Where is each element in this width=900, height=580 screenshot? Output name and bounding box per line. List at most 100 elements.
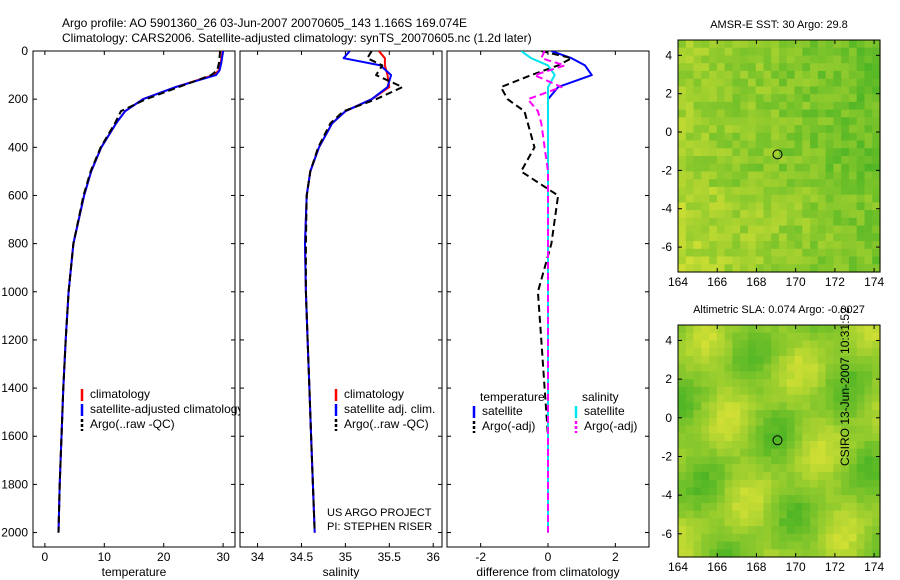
map-cell — [810, 332, 819, 341]
map-cell — [701, 117, 710, 126]
map-cell — [732, 125, 741, 134]
map-cell — [817, 456, 827, 465]
map-cell — [693, 487, 702, 496]
map-cell — [848, 225, 858, 234]
map-cell — [802, 148, 811, 157]
map-cell — [716, 533, 726, 543]
map-cell — [786, 549, 796, 558]
x-tick-label: 168 — [746, 275, 766, 289]
map-cell — [716, 363, 726, 372]
map-cell — [763, 179, 772, 188]
map-cell — [841, 125, 850, 134]
map-cell — [856, 456, 866, 465]
map-cell — [685, 179, 695, 188]
map-cell — [794, 40, 803, 49]
map-cell — [771, 379, 780, 388]
map-cell — [685, 210, 695, 219]
map-cell — [716, 448, 726, 457]
map-cell — [678, 241, 687, 250]
map-cell — [833, 63, 842, 72]
map-cell — [779, 109, 788, 118]
map-cell — [763, 332, 772, 341]
map-cell — [678, 186, 687, 196]
map-cell — [864, 348, 873, 357]
y-tick-label: 0 — [21, 44, 28, 58]
map-cell — [755, 109, 765, 118]
map-cell — [864, 363, 873, 372]
map-cell — [779, 448, 788, 457]
map-cell — [763, 441, 772, 450]
map-cell — [841, 264, 850, 273]
map-cell — [732, 371, 741, 380]
map-cell — [833, 471, 842, 481]
map-cell — [802, 40, 811, 49]
map-cell — [841, 549, 850, 558]
map-cell — [763, 340, 772, 349]
map-cell — [716, 549, 726, 558]
map-cell — [724, 117, 733, 126]
map-cell — [848, 233, 858, 242]
map-cell — [817, 132, 827, 142]
map-cell — [794, 47, 803, 56]
map-cell — [802, 194, 811, 203]
map-cell — [716, 140, 726, 149]
map-cell — [825, 502, 834, 512]
map-cell — [833, 132, 842, 142]
map-cell — [817, 371, 827, 380]
map-cell — [755, 502, 765, 512]
map-cell — [678, 148, 687, 157]
map-cell — [678, 464, 687, 473]
y-tick-label: 1000 — [1, 285, 28, 299]
map-cell — [833, 456, 842, 465]
map-cell — [709, 433, 718, 442]
map-cell — [856, 448, 866, 457]
map-cell — [810, 441, 819, 450]
x-tick-label: 0 — [545, 550, 552, 564]
map-cell — [701, 47, 710, 56]
map-cell — [693, 140, 702, 149]
map-cell — [685, 233, 695, 242]
map-cell — [724, 94, 733, 103]
legend-label: Argo(..raw -QC) — [344, 417, 429, 431]
map-cell — [810, 63, 819, 72]
map-cell — [716, 379, 726, 388]
map-cell — [802, 348, 811, 357]
map-cell — [810, 233, 819, 242]
map-cell — [747, 186, 757, 196]
map-cell — [693, 186, 702, 196]
map-cell — [693, 194, 702, 203]
map-cell — [864, 549, 873, 558]
map-cell — [810, 241, 819, 250]
map-cell — [786, 225, 796, 234]
map-cell — [709, 202, 718, 211]
map-cell — [872, 156, 881, 165]
map-cell — [794, 394, 803, 403]
map-cell — [732, 417, 741, 427]
map-cell — [771, 410, 780, 419]
map-cell — [779, 132, 788, 142]
map-cell — [678, 533, 687, 543]
map-cell — [747, 487, 757, 496]
map-cell — [747, 210, 757, 219]
map-cell — [732, 487, 741, 496]
map-cell — [701, 40, 710, 49]
map-cell — [747, 156, 757, 165]
map-cell — [872, 448, 881, 457]
map-cell — [848, 464, 858, 473]
map-cell — [833, 394, 842, 403]
map-cell — [810, 125, 819, 134]
map-cell — [825, 340, 834, 349]
map-cell — [825, 125, 834, 134]
map-cell — [732, 479, 741, 488]
plot-frame — [32, 50, 236, 548]
map-cell — [864, 217, 873, 227]
map-cell — [724, 40, 733, 49]
map-cell — [763, 541, 772, 550]
map-cell — [678, 217, 687, 227]
map-cell — [856, 487, 866, 496]
map-cell — [685, 186, 695, 196]
map-cell — [810, 194, 819, 203]
map-cell — [685, 464, 695, 473]
map-cell — [833, 332, 842, 341]
map-cell — [771, 487, 780, 496]
